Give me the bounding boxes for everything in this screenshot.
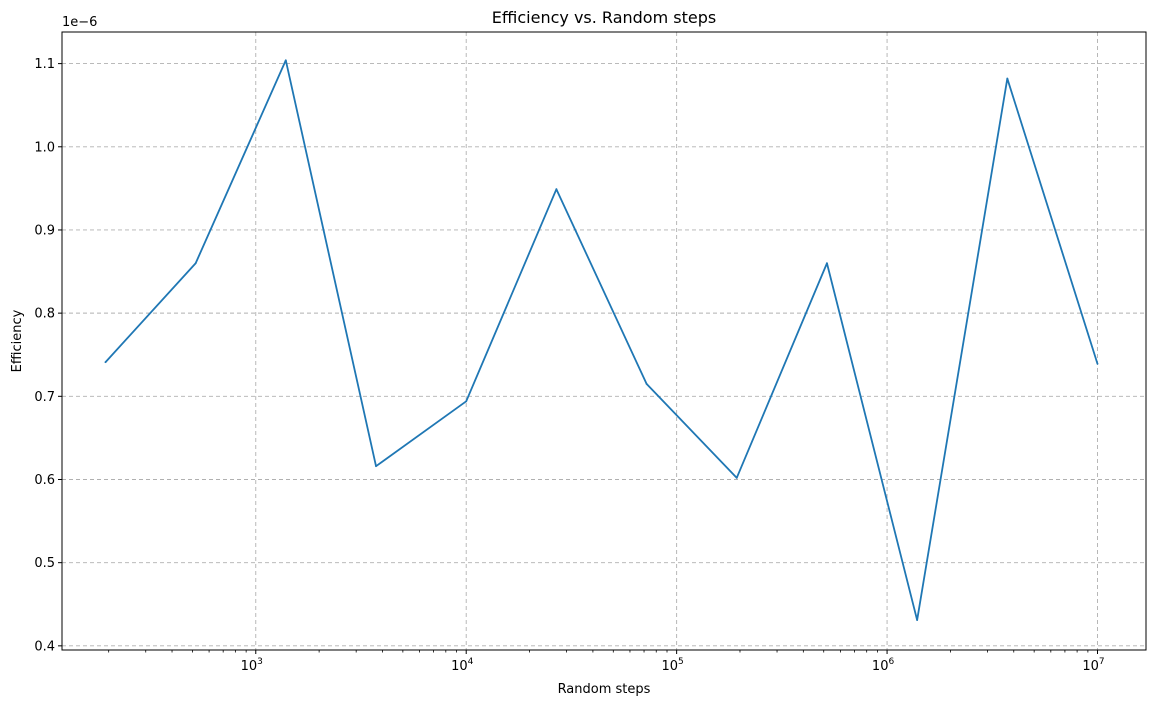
data-point: [826, 262, 828, 265]
grid-layer: [62, 32, 1146, 650]
y-tick-label: 0.5: [34, 556, 55, 571]
tick-layer: [58, 63, 1099, 654]
data-point: [194, 262, 197, 265]
x-tick-label: 106: [872, 657, 895, 674]
data-point: [916, 619, 919, 621]
y-tick-label: 0.7: [34, 390, 55, 405]
plot-area-frame: [61, 31, 1147, 651]
x-axis-label: Random steps: [558, 682, 651, 697]
series-line: [104, 59, 1099, 621]
x-tick-label: 105: [661, 657, 683, 674]
y-tick-label: 0.9: [34, 223, 55, 238]
data-point: [555, 188, 558, 191]
y-axis-offset-label: 1e−6: [62, 15, 97, 30]
chart-title: Efficiency vs. Random steps: [492, 8, 716, 27]
y-tick-label: 0.4: [34, 639, 55, 654]
data-point: [645, 382, 648, 385]
data-point: [1096, 362, 1099, 365]
y-tick-label: 0.6: [34, 473, 55, 488]
data-point: [735, 476, 738, 479]
x-tick-label: 107: [1082, 657, 1104, 674]
y-tick-label: 1.0: [34, 140, 55, 155]
data-point: [465, 400, 468, 403]
x-tick-label: 103: [241, 657, 263, 674]
y-tick-label: 0.8: [34, 307, 55, 322]
data-point: [375, 465, 377, 468]
x-tick-label: 104: [451, 657, 474, 674]
data-point: [1006, 77, 1009, 80]
series-layer: [104, 59, 1099, 621]
y-axis-label: Efficiency: [10, 309, 25, 372]
y-tick-label: 1.1: [34, 57, 55, 72]
data-point: [104, 361, 107, 364]
tick-label-layer: 0.4 0.5 0.6 0.7 0.8 0.9 1.0 1.1 103 104 105 106 107: [34, 57, 1104, 674]
data-point: [284, 59, 287, 62]
